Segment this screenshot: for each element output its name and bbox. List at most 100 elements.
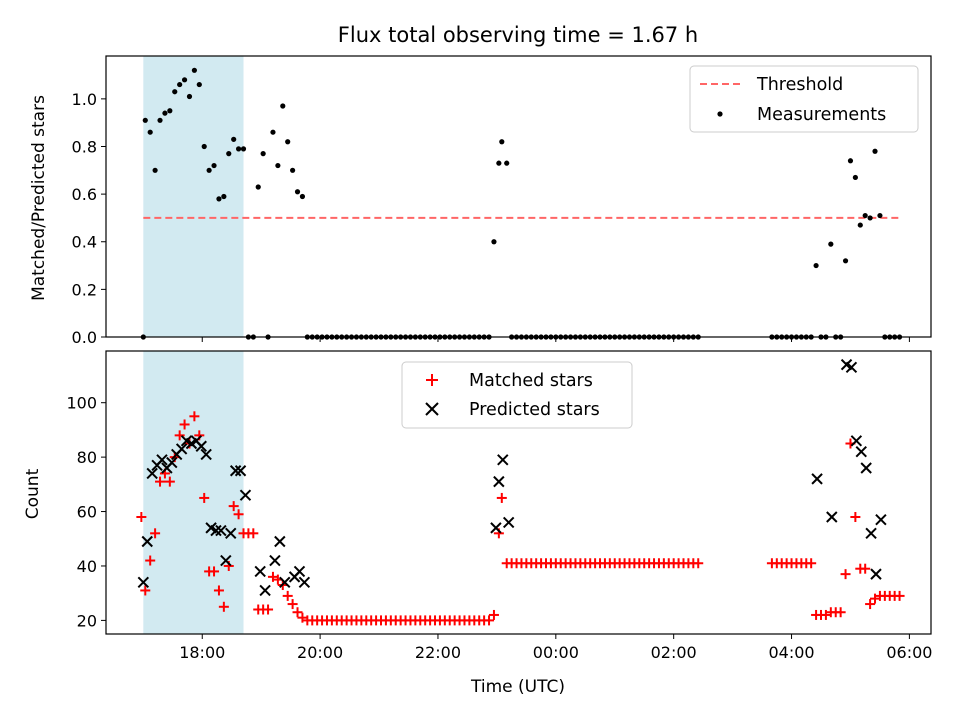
- measurement-point: [167, 108, 173, 114]
- bottom-plot-frame: [105, 350, 932, 635]
- y-tick-label: 0.0: [72, 328, 97, 347]
- top-y-axis: 0.0 0.2 0.4 0.6 0.8 1.0: [72, 90, 106, 347]
- measurement-point: [852, 174, 858, 181]
- predicted-star-point: [239, 489, 252, 501]
- measurement-point: [280, 103, 286, 109]
- measurement-point: [177, 81, 183, 88]
- measurement-point: [285, 139, 291, 145]
- measurement-point: [196, 81, 202, 88]
- measurement-point: [504, 160, 510, 166]
- matched-star-point: [140, 585, 151, 596]
- top-legend: Threshold Measurements: [689, 65, 919, 133]
- y-tick-label: 0.8: [72, 137, 97, 156]
- matched-star-point: [865, 599, 876, 610]
- measurement-point: [201, 143, 207, 150]
- predicted-star-point: [274, 535, 286, 548]
- predicted-star-point: [870, 568, 882, 580]
- top-x-axis: [201, 337, 910, 342]
- y-tick-label: 20: [77, 611, 97, 630]
- measurement-point: [162, 110, 168, 116]
- observing-window-shade: [143, 56, 244, 337]
- bottom-y-axis-label: Count: [23, 468, 43, 519]
- matched-star-point: [189, 411, 200, 422]
- predicted-star-point: [850, 435, 863, 447]
- x-tick-label: 18:00: [179, 643, 225, 662]
- matched-star-point: [488, 609, 499, 620]
- predicted-star-point: [166, 456, 178, 469]
- top-panel: Flux total observing time = 1.67 h 0.0 0.…: [29, 23, 932, 347]
- matched-star-point: [894, 590, 905, 601]
- predicted-star-point: [497, 454, 509, 466]
- predicted-star-point: [845, 361, 858, 374]
- legend-predicted-label: Predicted stars: [469, 400, 600, 420]
- predicted-star-point: [502, 516, 515, 529]
- measurement-point: [496, 160, 502, 166]
- measurement-point: [857, 222, 863, 228]
- bottom-panel: 20 40 60 80 100 18:00 20:00 22:00 00:00 02:00 04:…: [23, 350, 932, 697]
- bottom-legend-box: [401, 361, 633, 429]
- measurement-point: [842, 258, 849, 264]
- measurement-point: [216, 196, 222, 202]
- measurement-point: [260, 151, 266, 157]
- predicted-star-point: [229, 465, 242, 477]
- legend-measurements-label: Measurements: [757, 105, 886, 125]
- matched-star-point: [233, 509, 244, 520]
- predicted-star-point: [175, 443, 188, 455]
- top-y-axis-label: Matched/Predicted stars: [29, 95, 49, 301]
- matched-star-point: [840, 569, 851, 580]
- measurement-point: [270, 129, 276, 135]
- measurement-point: [157, 117, 163, 123]
- matched-star-point: [136, 511, 147, 522]
- matched-star-point: [263, 604, 274, 615]
- y-tick-label: 100: [66, 394, 97, 413]
- measurement-point: [847, 158, 854, 164]
- x-tick-label: 02:00: [651, 643, 697, 662]
- predicted-star-point: [210, 524, 222, 537]
- measurement-point: [191, 67, 197, 73]
- x-axis-label: Time (UTC): [470, 677, 565, 697]
- matched-star-point: [248, 528, 259, 539]
- measurement-point: [226, 151, 232, 157]
- predicted-star-point: [298, 576, 311, 589]
- predicted-star-point: [269, 554, 281, 567]
- matched-star-point: [209, 566, 220, 577]
- x-tick-label: 04:00: [768, 643, 814, 662]
- matched-star-point: [145, 555, 156, 566]
- measurement-point: [255, 184, 261, 190]
- predicted-star-point: [225, 527, 237, 540]
- predicted-stars-points: [137, 358, 887, 597]
- matched-star-point: [150, 528, 161, 539]
- x-tick-label: 22:00: [415, 643, 461, 662]
- measurement-point: [813, 262, 819, 269]
- measurement-point: [877, 212, 883, 219]
- measurement-point: [299, 193, 306, 200]
- chart-title: Flux total observing time = 1.67 h: [338, 23, 698, 47]
- measurement-point: [152, 167, 158, 173]
- matched-star-point: [484, 615, 495, 626]
- bottom-legend: Matched stars Predicted stars: [401, 361, 633, 429]
- matched-star-point: [213, 585, 224, 596]
- measurement-point: [275, 162, 281, 169]
- predicted-star-point: [146, 467, 158, 480]
- legend-measurements-swatch: [717, 111, 723, 117]
- legend-matched-label: Matched stars: [469, 371, 593, 391]
- predicted-star-point: [195, 440, 207, 452]
- y-tick-label: 0.6: [72, 185, 97, 204]
- predicted-star-point: [860, 462, 872, 474]
- x-tick-label: 06:00: [886, 643, 932, 662]
- predicted-star-point: [293, 565, 306, 578]
- matched-stars-points: [136, 411, 905, 626]
- measurement-point: [211, 162, 217, 169]
- predicted-star-point: [156, 454, 168, 466]
- top-legend-box: [689, 65, 919, 133]
- measurement-point: [147, 129, 153, 135]
- measurement-point: [872, 148, 878, 154]
- predicted-star-point: [259, 584, 271, 597]
- predicted-star-point: [855, 445, 867, 458]
- y-tick-label: 40: [77, 557, 97, 576]
- matched-star-point: [850, 511, 861, 522]
- measurement-point: [828, 241, 834, 247]
- predicted-star-point: [137, 576, 150, 589]
- bottom-y-axis: 20 40 60 80 100: [66, 394, 106, 630]
- measurement-point: [181, 77, 188, 83]
